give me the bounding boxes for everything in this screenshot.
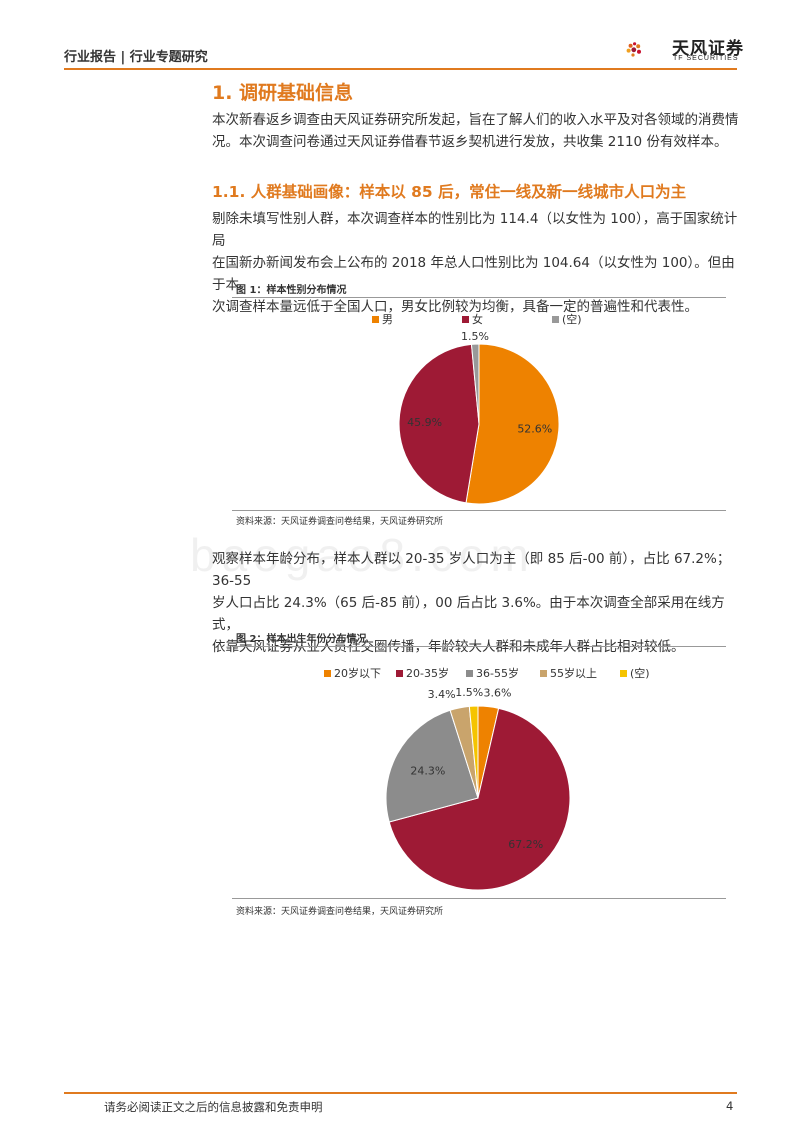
legend-swatch-1-3 [540,670,547,677]
para-line: 依靠天风证券从业人员社交圈传播，年龄较大人群和未成年人群占比相对较低。 [212,639,685,655]
pie-label-1-2: 24.3% [410,765,445,778]
tf-logo-icon [626,42,641,57]
legend-swatch-0-2 [552,316,559,323]
pie-slice-1-1 [388,707,571,891]
pie-label-0-1: 45.9% [407,416,442,429]
legend-label-1-4: (空) [630,666,650,680]
legend-swatch-1-1 [396,670,403,677]
pie-slice-1-4 [468,705,479,799]
logo-name: 天风证券 [672,39,744,59]
legend-label-0-2: (空) [562,312,582,326]
legend-swatch-0-0 [372,316,379,323]
footer-disclaimer: 请务必阅读正文之后的信息披露和免责申明 [104,1100,323,1114]
figure1-source: 资料来源：天风证券调查问卷结果，天风证券研究所 [236,517,444,527]
logo-name-en: TF SECURITIES [673,55,739,62]
legend-label-1-2: 36-55岁 [476,666,519,680]
pie-label-1-1: 67.2% [508,838,543,851]
para-line: 剔除未填写性别人群，本次调查样本的性别比为 114.4（以女性为 100），高于… [212,211,738,249]
gender-pie-chart: 男 女 (空) 52.6% 45.9% 1.5% [372,312,582,505]
section-heading: 1. 调研基础信息 [212,82,354,104]
page-number: 4 [726,1099,734,1113]
pie-label-1-0: 3.6% [484,687,512,700]
legend-swatch-0-1 [462,316,469,323]
legend-label-1-0: 20岁以下 [334,666,381,680]
intro-line: 况。本次调查问卷通过天风证券借春节返乡契机进行发放，共收集 2110 份有效样本… [212,134,728,150]
pie-label-0-2: 1.5% [461,330,489,343]
header-divider [64,68,737,70]
figure1-title: 图 1：样本性别分布情况 [236,285,347,296]
legend-label-1-3: 55岁以上 [550,666,597,680]
figure1-top-rule [232,297,726,298]
figure2-top-rule [232,646,726,647]
figure1-bottom-rule [232,510,726,511]
footer-divider [64,1092,737,1094]
legend-label-1-1: 20-35岁 [406,666,449,680]
pie-slice-1-2 [385,709,479,823]
legend-label-0-0: 男 [382,313,393,326]
pie-slice-0-1 [398,343,480,504]
legend-label-0-1: 女 [472,312,483,326]
pie-label-1-4: 1.5% [455,686,483,699]
pie-slice-0-0 [465,343,560,505]
subsection-heading: 1.1. 人群基础画像：样本以 85 后，常住一线及新一线城市人口为主 [212,183,687,201]
legend-swatch-1-4 [620,670,627,677]
pie-label-1-3: 3.4% [428,688,456,701]
para-line: 次调查样本量远低于全国人口，男女比例较为均衡，具备一定的普遍性和代表性。 [212,299,698,315]
age-paragraph: 观察样本年龄分布，样本人群以 20-35 岁人口为主（即 85 后-00 前），… [212,548,742,658]
intro-paragraph: 本次新春返乡调查由天风证券研究所发起，旨在了解人们的收入水平及对各领域的消费情 … [212,109,742,153]
para-line: 观察样本年龄分布，样本人群以 20-35 岁人口为主（即 85 后-00 前），… [212,551,731,589]
figure2-source: 资料来源：天风证券调查问卷结果，天风证券研究所 [236,907,444,917]
age-pie-chart: 20岁以下 20-35岁 36-55岁 55岁以上 (空) 3.6% 67.2% 24.3% 3… [324,666,650,891]
figure2-bottom-rule [232,898,726,899]
legend-swatch-1-2 [466,670,473,677]
report-header: 行业报告 | 行业专题研究 [64,50,208,65]
watermark: baogao8.com [190,529,535,581]
figure2-title: 图 2：样本出生年份分布情况 [236,634,367,645]
pie-slice-0-2 [470,343,480,425]
gender-paragraph: 剔除未填写性别人群，本次调查样本的性别比为 114.4（以女性为 100），高于… [212,208,742,318]
legend-swatch-1-0 [324,670,331,677]
para-line: 在国新办新闻发布会上公布的 2018 年总人口性别比为 104.64（以女性为 … [212,255,735,293]
para-line: 岁人口占比 24.3%（65 后-85 前），00 后占比 3.6%。由于本次调… [212,595,725,633]
pie-label-0-0: 52.6% [517,423,552,436]
intro-line: 本次新春返乡调查由天风证券研究所发起，旨在了解人们的收入水平及对各领域的消费情 [212,112,739,128]
